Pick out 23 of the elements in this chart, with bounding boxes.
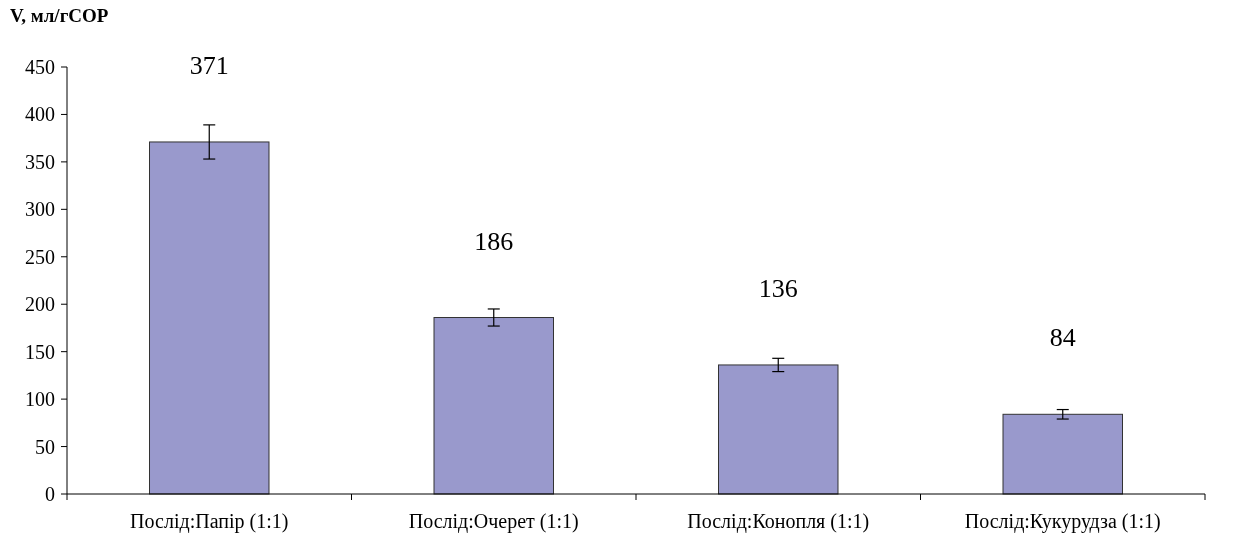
data-label: 371 [189,50,229,80]
y-tick-label: 450 [25,56,55,78]
bar [718,364,839,495]
y-tick-label: 200 [25,293,55,316]
bar [433,317,554,495]
x-tick-label: Послід:Папір (1:1) [130,510,289,533]
x-tick-label: Послід:Очерет (1:1) [408,510,579,533]
x-tick-label: Послід:Кукурудза (1:1) [964,510,1161,533]
y-tick-label: 100 [25,388,55,411]
data-label: 186 [474,226,514,256]
y-tick-label: 150 [25,340,55,363]
bar [1002,413,1123,495]
y-tick-label: 300 [25,198,55,221]
y-tick-label: 0 [45,483,55,505]
y-tick-label: 400 [25,103,55,126]
y-tick-label: 250 [25,245,55,268]
y-axis-title: V, мл/гСОР [10,5,109,26]
x-tick-label: Послід:Конопля (1:1) [687,510,870,533]
data-label: 84 [1049,323,1076,353]
y-tick-label: 50 [35,435,55,458]
bar [149,141,270,495]
y-tick-label: 350 [25,150,55,173]
data-label: 136 [758,273,798,303]
